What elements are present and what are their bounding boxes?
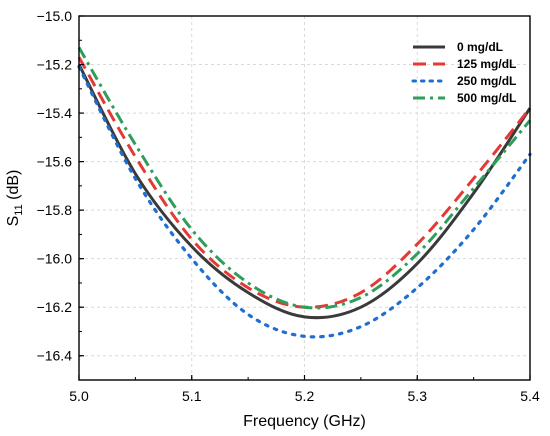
series-line-0-mg-dl <box>77 63 532 320</box>
axis-ticks: −15.0 −15.2 −15.4 −15.6 −15.8 −16.0 −16.2 −16.4… <box>37 8 540 404</box>
y-axis-title-sub: 11 <box>13 204 25 215</box>
legend-label: 250 mg/dL <box>457 74 516 88</box>
y-tick-label: −16.0 <box>37 251 73 267</box>
y-tick-label: −15.4 <box>37 105 73 121</box>
legend-label: 125 mg/dL <box>457 57 516 71</box>
y-tick-label: −15.8 <box>37 202 73 218</box>
y-axis-title-main: S <box>5 216 22 227</box>
x-tick-label: 5.2 <box>295 388 315 404</box>
y-tick-label: −15.6 <box>37 154 73 170</box>
x-tick-label: 5.3 <box>408 388 428 404</box>
x-axis-title: Frequency (GHz) <box>243 413 366 430</box>
series-layer <box>77 46 532 339</box>
series-line-500-mg-dl <box>77 46 532 310</box>
y-tick-label: −16.2 <box>37 299 73 315</box>
y-tick-label: −15.2 <box>37 57 73 73</box>
legend-label: 500 mg/dL <box>457 91 516 105</box>
legend-label: 0 mg/dL <box>457 40 503 54</box>
series-line-250-mg-dl <box>77 65 532 339</box>
legend: 0 mg/dL 125 mg/dL 250 mg/dL 500 mg/dL <box>411 40 516 105</box>
y-axis-title: S11 (dB) <box>5 170 25 227</box>
y-tick-label: −15.0 <box>37 8 73 24</box>
y-axis-title-tail: (dB) <box>5 170 22 205</box>
y-tick-label: −16.4 <box>37 348 73 364</box>
x-tick-label: 5.1 <box>182 388 202 404</box>
x-tick-label: 5.4 <box>520 388 540 404</box>
x-tick-label: 5.0 <box>69 388 89 404</box>
